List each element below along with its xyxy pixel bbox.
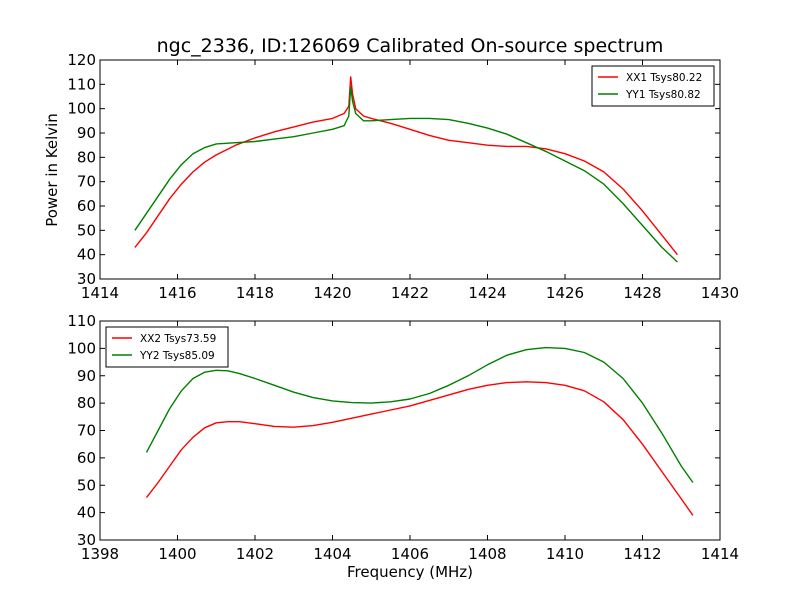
top-series-group	[134, 76, 678, 263]
bottom-y-tick-label: 40	[77, 504, 96, 522]
bottom-y-tick-label: 30	[77, 531, 96, 549]
bottom-legend-box	[105, 326, 229, 368]
bottom-spectrum-chart: 1398 1400 1402 1404 1406 1408 1410 1412 1414 30 40…	[67, 312, 739, 563]
bottom-x-tick-label: 1398	[81, 545, 119, 563]
top-x-tick-label: 1414	[81, 284, 119, 302]
top-series-line-2	[134, 86, 678, 263]
top-y-tick-label: 110	[67, 75, 96, 93]
bottom-y-tick-label: 50	[77, 476, 96, 494]
x-axis-label: Frequency (MHz)	[347, 563, 473, 581]
top-legend-label-1: XX1 Tsys80.22	[626, 72, 702, 84]
bottom-y-tick-label: 110	[67, 312, 96, 330]
bottom-series-line-2	[145, 346, 694, 483]
top-legend: XX1 Tsys80.22 YY1 Tsys80.82	[591, 65, 715, 107]
bottom-y-tick-label: 70	[77, 422, 96, 440]
top-y-tick-label: 80	[77, 148, 96, 166]
bottom-y-tick-label: 80	[77, 394, 96, 412]
bottom-legend: XX2 Tsys73.59 YY2 Tsys85.09	[105, 326, 229, 368]
top-x-tick-label: 1428	[623, 284, 661, 302]
top-y-tick-label: 120	[67, 51, 96, 69]
bottom-y-tick-label: 100	[67, 339, 96, 357]
bottom-y-tick-label: 60	[77, 449, 96, 467]
top-y-tick-label: 70	[77, 173, 96, 191]
top-x-tick-label: 1430	[701, 284, 739, 302]
top-spectrum-chart: 1414 1416 1418 1420 1422 1424 1426 1428 1430 30 40…	[67, 51, 739, 302]
bottom-series-line-1	[145, 381, 694, 516]
bottom-series-group	[145, 346, 694, 516]
top-y-tick-label: 60	[77, 197, 96, 215]
bottom-x-tick-label: 1404	[313, 545, 351, 563]
top-x-tick-label: 1418	[236, 284, 274, 302]
bottom-legend-label-1: XX2 Tsys73.59	[140, 333, 216, 345]
bottom-y-tick-label: 90	[77, 367, 96, 385]
chart-title: ngc_2336, ID:126069 Calibrated On-source…	[157, 35, 664, 57]
top-x-tick-label: 1422	[391, 284, 429, 302]
top-y-tick-label: 30	[77, 270, 96, 288]
top-legend-label-2: YY1 Tsys80.82	[625, 89, 701, 101]
bottom-x-tick-label: 1414	[701, 545, 739, 563]
top-x-tick-label: 1424	[468, 284, 506, 302]
top-x-tick-label: 1426	[546, 284, 584, 302]
top-x-tick-label: 1416	[158, 284, 196, 302]
bottom-legend-label-2: YY2 Tsys85.09	[139, 350, 215, 362]
top-legend-box	[591, 65, 715, 107]
top-series-line-1	[134, 76, 678, 256]
bottom-x-tick-label: 1408	[468, 545, 506, 563]
bottom-x-tick-label: 1412	[623, 545, 661, 563]
bottom-x-tick-label: 1410	[546, 545, 584, 563]
top-y-tick-label: 90	[77, 124, 96, 142]
bottom-x-tick-label: 1400	[158, 545, 196, 563]
bottom-x-tick-label: 1402	[236, 545, 274, 563]
y-axis-label: Power in Kelvin	[43, 113, 61, 227]
top-y-tick-label: 40	[77, 246, 96, 264]
bottom-x-tick-label: 1406	[391, 545, 429, 563]
top-x-tick-label: 1420	[313, 284, 351, 302]
top-y-tick-label: 50	[77, 221, 96, 239]
top-y-tick-label: 100	[67, 100, 96, 118]
